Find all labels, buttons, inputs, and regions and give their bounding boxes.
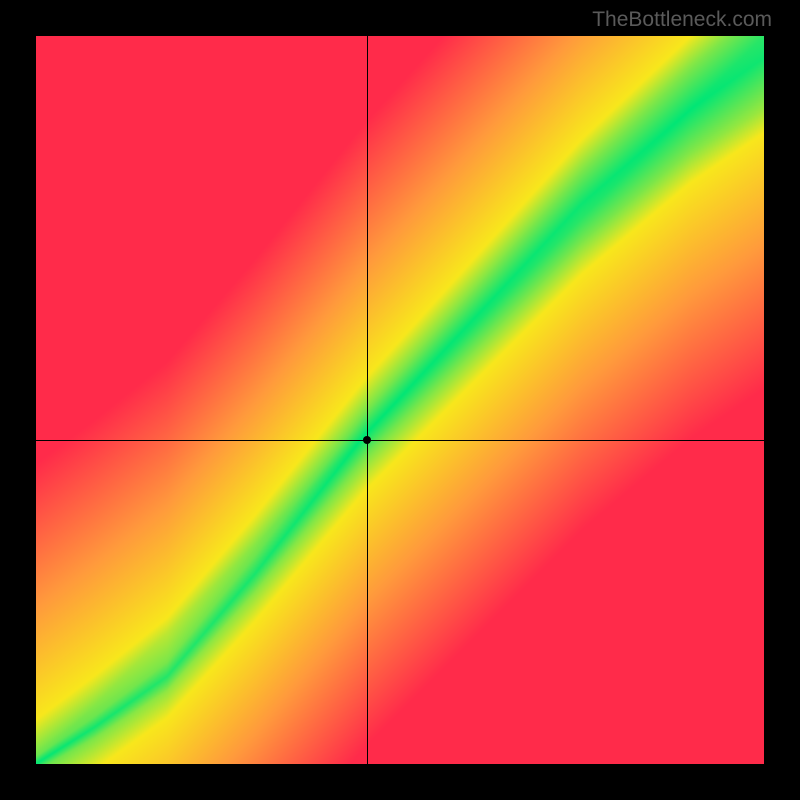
watermark-text: TheBottleneck.com bbox=[592, 8, 772, 32]
heatmap-plot bbox=[36, 36, 764, 764]
heatmap-canvas bbox=[36, 36, 764, 764]
crosshair-horizontal bbox=[36, 440, 764, 441]
crosshair-vertical bbox=[367, 36, 368, 764]
data-point-marker bbox=[363, 436, 371, 444]
